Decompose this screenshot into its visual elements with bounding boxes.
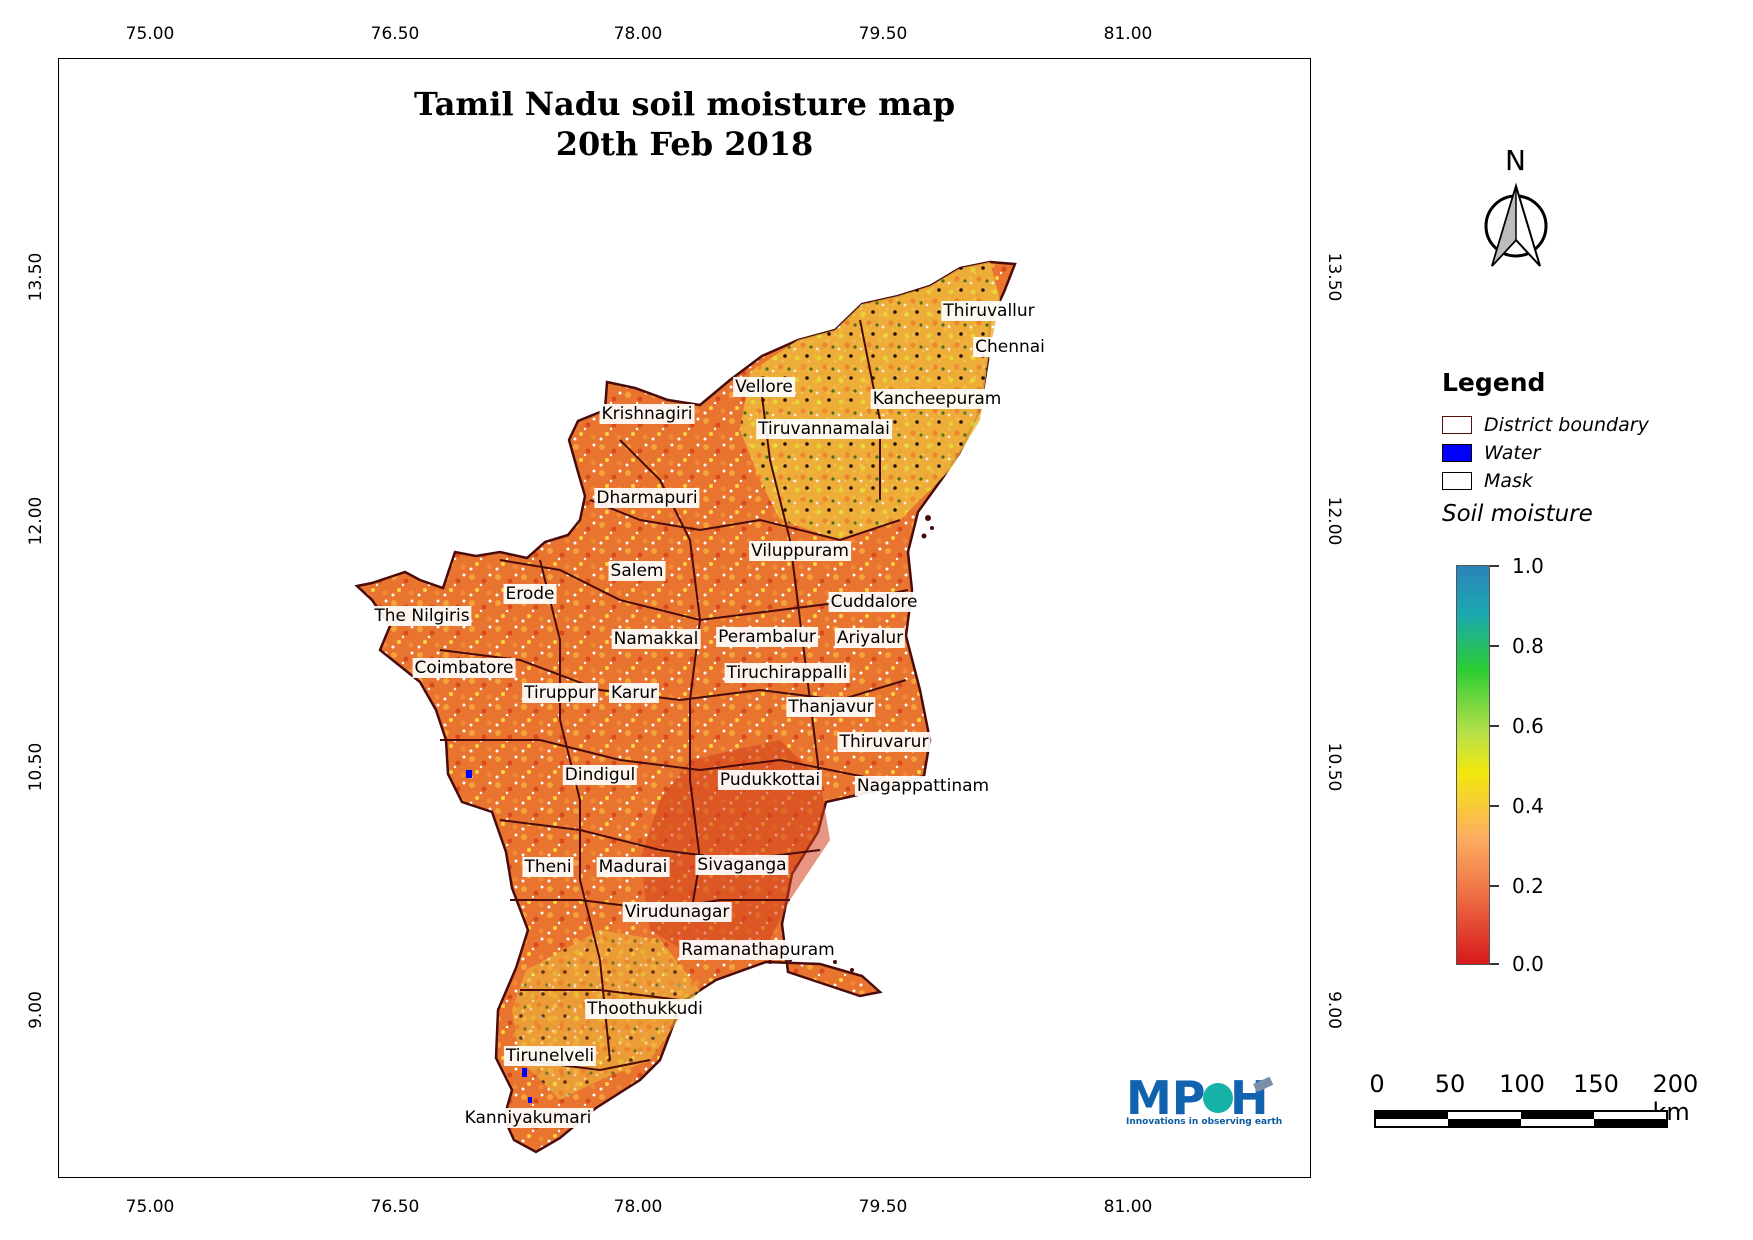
x-tick-bottom-78: 78.00 — [613, 1197, 663, 1217]
map-title-line-1: Tamil Nadu soil moisture map — [413, 85, 956, 123]
colorbar-label-1-0: 1.0 — [1512, 554, 1544, 578]
district-label-ramanathapuram: Ramanathapuram — [679, 940, 837, 960]
district-label-thoothukkudi: Thoothukkudi — [585, 999, 705, 1019]
map-title-line-2: 20th Feb 2018 — [555, 125, 814, 163]
legend-item-mask: Mask — [1442, 469, 1533, 493]
map-frame — [58, 58, 1311, 1178]
legend-title: Legend — [1442, 368, 1546, 397]
colorbar-label-0-0: 0.0 — [1512, 952, 1544, 976]
legend-item-water: Water — [1442, 441, 1540, 465]
colorbar-label-0-8: 0.8 — [1512, 634, 1544, 658]
district-label-tiruvannamalai: Tiruvannamalai — [756, 419, 892, 439]
colorbar-label-0-2: 0.2 — [1512, 874, 1544, 898]
district-label-viluppuram: Viluppuram — [749, 541, 851, 561]
district-label-dharmapuri: Dharmapuri — [594, 488, 700, 508]
scale-label-150: 150 — [1573, 1070, 1619, 1098]
district-label-karur: Karur — [608, 683, 660, 703]
soil-moisture-colorbar — [1456, 565, 1490, 965]
district-label-kanniyakumari: Kanniyakumari — [462, 1108, 594, 1128]
water-bodies — [466, 770, 532, 1103]
scale-bar — [1374, 1110, 1668, 1128]
district-label-dindigul: Dindigul — [562, 765, 638, 785]
district-label-pudukkottai: Pudukkottai — [717, 770, 823, 790]
district-label-theni: Theni — [522, 857, 574, 877]
district-label-tiruchirappalli: Tiruchirappalli — [724, 663, 850, 683]
district-label-thiruvallur: Thiruvallur — [941, 301, 1037, 321]
district-label-krishnagiri: Krishnagiri — [599, 404, 695, 424]
district-label-thanjavur: Thanjavur — [786, 697, 876, 717]
water-swatch — [1442, 444, 1472, 462]
x-tick-bottom-75: 75.00 — [125, 1197, 175, 1217]
colorbar-label-0-4: 0.4 — [1512, 794, 1544, 818]
colorbar-label-0-6: 0.6 — [1512, 714, 1544, 738]
north-arrow-icon — [1484, 182, 1548, 267]
svg-text:H: H — [1230, 1071, 1269, 1125]
district-label-perambalur: Perambalur — [716, 627, 818, 647]
district-label-tirunelveli: Tirunelveli — [503, 1046, 597, 1066]
x-tick-bottom-79-5: 79.50 — [858, 1197, 908, 1217]
legend-item-label: Mask — [1484, 470, 1533, 492]
mpoh-logo: MP H — [1126, 1071, 1274, 1125]
colorbar-tick — [1490, 725, 1499, 727]
x-tick-bottom-81: 81.00 — [1103, 1197, 1153, 1217]
y-tick-right-9: 9.00 — [1324, 991, 1344, 1029]
district-label-salem: Salem — [608, 561, 666, 581]
mask-swatch — [1442, 472, 1472, 490]
district-label-sivaganga: Sivaganga — [695, 855, 789, 875]
colorbar-tick — [1490, 645, 1499, 647]
legend-item-label: Water — [1484, 442, 1541, 464]
district-label-virudunagar: Virudunagar — [622, 902, 732, 922]
x-tick-top-78: 78.00 — [613, 24, 663, 44]
colorbar-tick — [1490, 885, 1499, 887]
svg-text:MP: MP — [1126, 1071, 1206, 1125]
district-boundary-swatch — [1442, 416, 1472, 434]
district-label-vellore: Vellore — [733, 377, 795, 397]
colorbar-tick — [1490, 963, 1499, 965]
district-label-thiruvarur: Thiruvarur — [837, 732, 931, 752]
logo-tagline: Innovations in observing earth — [1126, 1117, 1283, 1127]
district-label-chennai: Chennai — [973, 337, 1047, 357]
x-tick-top-79-5: 79.50 — [858, 24, 908, 44]
y-tick-right-12: 12.00 — [1324, 496, 1344, 546]
scale-label-0: 0 — [1369, 1070, 1385, 1098]
legend-item-label: District boundary — [1484, 414, 1649, 436]
x-tick-top-76-5: 76.50 — [370, 24, 420, 44]
x-tick-top-81: 81.00 — [1103, 24, 1153, 44]
colorbar-tick — [1490, 805, 1499, 807]
y-tick-right-10-5: 10.50 — [1324, 742, 1344, 792]
district-label-kancheepuram: Kancheepuram — [870, 389, 1004, 409]
district-label-ariyalur: Ariyalur — [834, 628, 906, 648]
scale-label-50: 50 — [1434, 1070, 1466, 1098]
district-label-nagappattinam: Nagappattinam — [854, 776, 992, 796]
scale-label-100: 100 — [1499, 1070, 1545, 1098]
district-label-tiruppur: Tiruppur — [522, 683, 598, 703]
district-label-erode: Erode — [503, 584, 557, 604]
colorbar-tick — [1490, 565, 1499, 567]
y-tick-right-13-5: 13.50 — [1324, 252, 1344, 302]
legend-item-district-boundary: District boundary — [1442, 413, 1649, 437]
district-label-namakkal: Namakkal — [611, 629, 701, 649]
x-tick-top-75: 75.00 — [125, 24, 175, 44]
district-label-madurai: Madurai — [596, 857, 670, 877]
district-label-cuddalore: Cuddalore — [828, 592, 920, 612]
colorbar-title: Soil moisture — [1442, 501, 1593, 527]
map-title: Tamil Nadu soil moisture map 20th Feb 20… — [58, 84, 1311, 164]
x-tick-bottom-76-5: 76.50 — [370, 1197, 420, 1217]
northern-region-texture — [740, 262, 1000, 540]
district-label-the-nilgiris: The Nilgiris — [372, 606, 472, 626]
district-label-coimbatore: Coimbatore — [412, 658, 516, 678]
north-label: N — [1505, 144, 1526, 177]
